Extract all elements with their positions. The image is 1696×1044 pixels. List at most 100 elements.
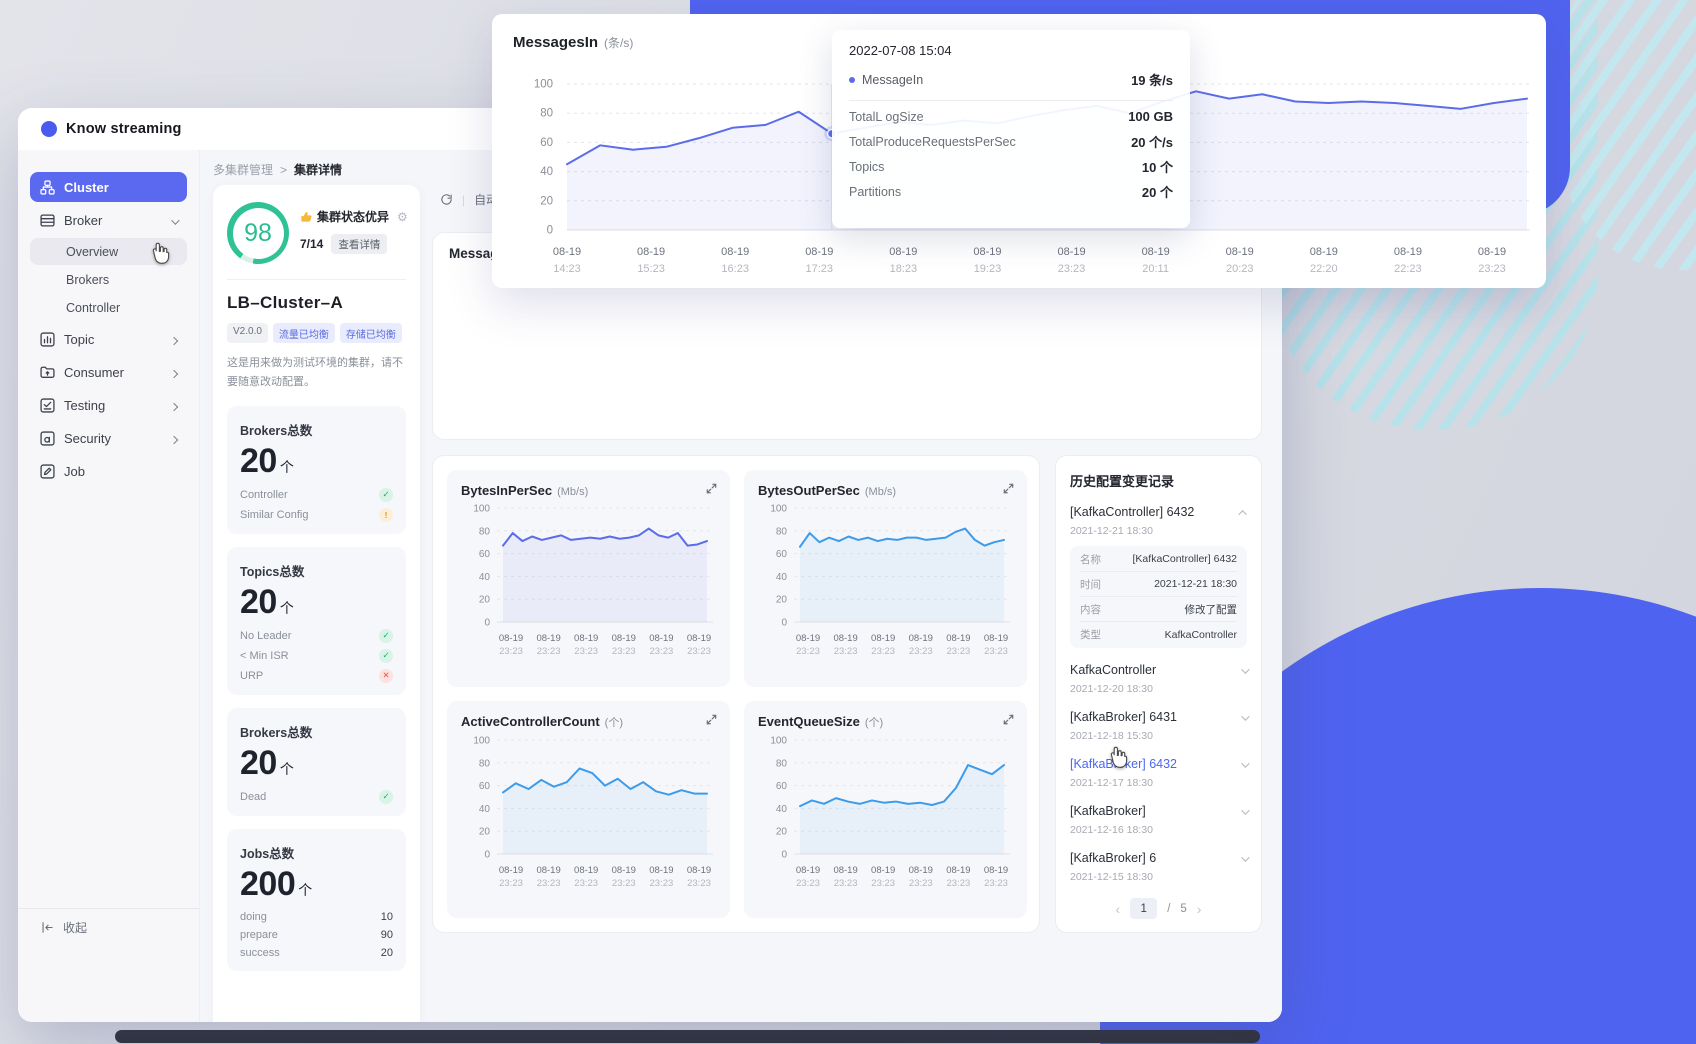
chart-unit: (个) xyxy=(604,716,623,729)
svg-text:08-19: 08-19 xyxy=(909,865,933,876)
view-detail-button[interactable]: 查看详情 xyxy=(331,234,388,254)
tooltip-metric-rows: TotalL ogSize 100 GB TotalProduceRequestsP… xyxy=(849,104,1173,204)
history-entry-header[interactable]: [KafkaController] 6432 xyxy=(1070,503,1247,521)
sidebar-item-cluster[interactable]: Cluster xyxy=(30,172,187,202)
tooltip-row-value: 10 个 xyxy=(1141,160,1173,175)
storage-balanced-tag: 存储已均衡 xyxy=(339,323,402,343)
expand-icon[interactable] xyxy=(1003,714,1014,725)
sidebar-item-security[interactable]: Security xyxy=(30,423,187,453)
sidebar-item-testing[interactable]: Testing xyxy=(30,390,187,420)
expand-icon[interactable] xyxy=(706,483,717,494)
history-entry[interactable]: [KafkaBroker] 2021-12-16 18:30 xyxy=(1070,802,1250,836)
sidebar-item-controller[interactable]: Controller xyxy=(30,294,187,321)
metric-row-label: No Leader xyxy=(240,629,292,642)
svg-text:20: 20 xyxy=(776,595,788,606)
svg-text:08-19: 08-19 xyxy=(499,865,523,876)
pagination: ‹ 1 / 5 › xyxy=(1056,898,1261,919)
sidebar-item-topic[interactable]: Topic xyxy=(30,324,187,354)
history-detail-row: 名称 [KafkaController] 6432 xyxy=(1080,547,1237,572)
metric-card-rows: Controller ✓ Similar Config! xyxy=(240,487,393,522)
svg-text:08-19: 08-19 xyxy=(833,865,857,876)
svg-text:80: 80 xyxy=(776,758,788,769)
svg-text:80: 80 xyxy=(540,108,553,120)
sidebar-item-job[interactable]: Job xyxy=(30,456,187,486)
history-entry-date: 2021-12-20 18:30 xyxy=(1070,683,1153,695)
sidebar: Cluster Broker Overview Brokers Controller To… xyxy=(18,150,200,1022)
metric-card-title: Brokers总数 xyxy=(240,725,313,740)
svg-text:08-19: 08-19 xyxy=(721,246,749,258)
chart-title: EventQueueSize xyxy=(758,713,860,729)
pagination-next-button[interactable]: › xyxy=(1196,900,1202,917)
sidebar-item-consumer[interactable]: Consumer xyxy=(30,357,187,387)
chart-bytes-out[interactable]: 100 80 60 40 20 0 08-19 23:23 08-19 23:23 08-19 23:… xyxy=(758,498,1013,668)
toolbar-divider: | xyxy=(462,192,466,207)
svg-text:08-19: 08-19 xyxy=(1478,246,1506,258)
svg-text:23:23: 23:23 xyxy=(871,878,895,889)
metric-value-number: 20 xyxy=(240,582,277,621)
gear-icon[interactable]: ⚙ xyxy=(397,209,408,224)
hand-cursor-overview xyxy=(150,241,171,265)
metric-row: URP ✕ xyxy=(240,668,393,683)
tooltip-row: Partitions 20 个 xyxy=(849,179,1173,204)
chevron-down-icon xyxy=(1241,755,1250,773)
history-entry-header[interactable]: [KafkaBroker] 6431 xyxy=(1070,708,1250,726)
svg-text:08-19: 08-19 xyxy=(1310,246,1338,258)
history-entry-header[interactable]: [KafkaBroker] xyxy=(1070,802,1250,820)
chevron-right-icon xyxy=(169,332,179,347)
history-entry-name: [KafkaController] 6432 xyxy=(1070,505,1195,519)
chart-active-controller-count[interactable]: 100 80 60 40 20 0 08-19 23:23 08-19 23:23 08-19 23:… xyxy=(461,730,716,900)
metric-row-value: 90 xyxy=(380,928,393,941)
sidebar-item-broker[interactable]: Broker xyxy=(30,205,187,235)
history-detail-value: 2021-12-21 18:30 xyxy=(1154,578,1237,590)
sidebar-item-label: Controller xyxy=(66,300,121,315)
history-entry[interactable]: [KafkaController] 6432 2021-12-21 18:30 名称… xyxy=(1070,503,1247,648)
health-score-value: 98 xyxy=(232,207,284,259)
svg-text:100: 100 xyxy=(770,735,787,746)
history-entry[interactable]: [KafkaBroker] 6 2021-12-15 18:30 xyxy=(1070,849,1250,883)
refresh-icon[interactable] xyxy=(440,193,453,206)
history-entry[interactable]: [KafkaBroker] 6432 2021-12-17 18:30 xyxy=(1070,755,1250,789)
metric-row-value: 20 xyxy=(380,946,393,959)
chart-bytes-in[interactable]: 100 80 60 40 20 0 08-19 23:23 08-19 23:23 08-19 23:… xyxy=(461,498,716,668)
metric-value-number: 20 xyxy=(240,743,277,782)
svg-text:100: 100 xyxy=(534,79,553,91)
chart-event-queue-size[interactable]: 100 80 60 40 20 0 08-19 23:23 08-19 23:23 08-19 23:… xyxy=(758,730,1013,900)
tooltip-row: Topics 10 个 xyxy=(849,154,1173,179)
breadcrumb-parent[interactable]: 多集群管理 xyxy=(213,163,274,177)
metric-card-rows: No Leader ✓ < Min ISR ✓ URP ✕ xyxy=(240,628,393,683)
chart-title: BytesOutPerSec xyxy=(758,483,860,498)
dock-bar xyxy=(115,1030,1260,1043)
tooltip-row-label: Partitions xyxy=(849,184,902,199)
svg-text:08-19: 08-19 xyxy=(612,865,636,876)
svg-text:08-19: 08-19 xyxy=(871,633,895,644)
chevron-right-icon xyxy=(169,398,179,413)
history-entry-header[interactable]: [KafkaBroker] 6432 xyxy=(1070,755,1250,773)
svg-text:08-19: 08-19 xyxy=(889,246,917,258)
expand-icon[interactable] xyxy=(706,714,717,725)
svg-text:08-19: 08-19 xyxy=(946,865,970,876)
pagination-prev-button[interactable]: ‹ xyxy=(1115,900,1121,917)
chart-card-active-controller-count: ActiveControllerCount (个) 100 80 60 40 20 0 08-1… xyxy=(447,700,730,918)
history-detail-label: 类型 xyxy=(1080,629,1101,641)
svg-text:08-19: 08-19 xyxy=(796,633,820,644)
history-detail-row: 时间 2021-12-21 18:30 xyxy=(1080,572,1237,597)
score-ratio: 7/14 xyxy=(300,237,324,251)
series-color-dot xyxy=(849,76,855,83)
svg-text:23:23: 23:23 xyxy=(574,646,598,657)
history-entry[interactable]: [KafkaBroker] 6431 2021-12-18 15:30 xyxy=(1070,708,1250,742)
history-entry-header[interactable]: KafkaController xyxy=(1070,661,1250,679)
expand-icon[interactable] xyxy=(1003,483,1014,494)
svg-text:100: 100 xyxy=(770,504,787,515)
history-detail-row: 内容 修改了配置 xyxy=(1080,597,1237,622)
breadcrumb-current: 集群详情 xyxy=(294,163,343,177)
pagination-current-page[interactable]: 1 xyxy=(1130,898,1158,919)
sidebar-item-brokers[interactable]: Brokers xyxy=(30,266,187,293)
history-entry-name: [KafkaBroker] xyxy=(1070,804,1146,818)
history-entry-details: 名称 [KafkaController] 6432 时间 2021-12-21 18:… xyxy=(1070,546,1247,648)
metric-row: Similar Config! xyxy=(240,507,393,522)
sidebar-collapse-button[interactable]: 收起 xyxy=(18,908,199,936)
history-entry-header[interactable]: [KafkaBroker] 6 xyxy=(1070,849,1250,867)
tooltip-row-value: 20 个/s xyxy=(1131,135,1173,150)
metric-card-title: Topics总数 xyxy=(240,564,305,579)
history-entry[interactable]: KafkaController 2021-12-20 18:30 xyxy=(1070,661,1250,695)
